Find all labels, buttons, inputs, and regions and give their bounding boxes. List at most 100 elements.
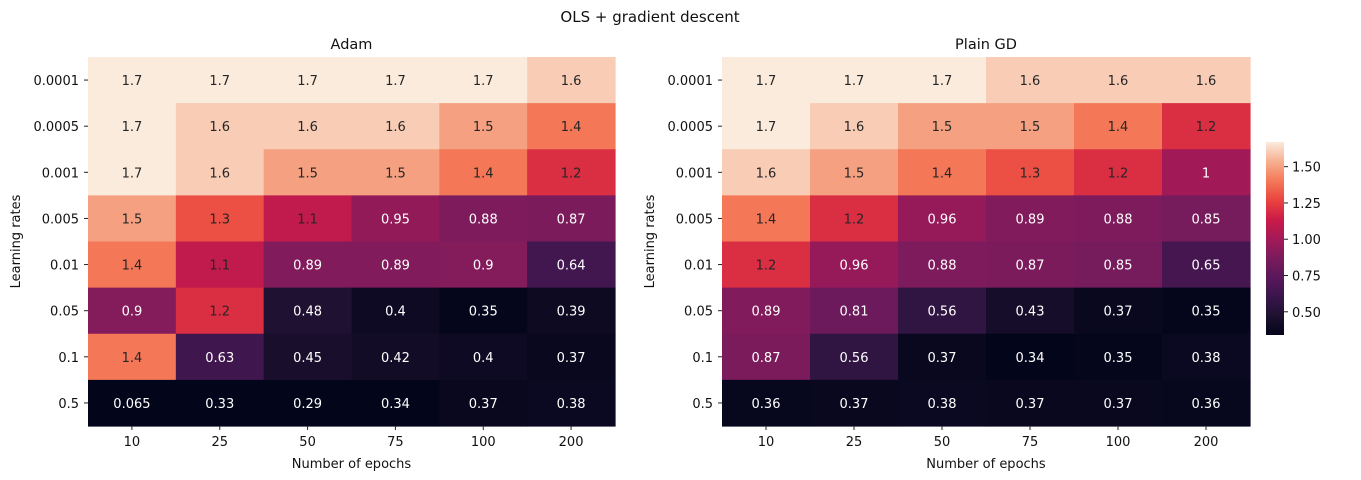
heatmap-cell bbox=[986, 149, 1075, 196]
cell-value-label: 0.85 bbox=[1192, 212, 1221, 227]
heatmap-cell bbox=[263, 241, 353, 289]
y-tick-label: 0.01 bbox=[684, 259, 713, 274]
heatmap-cell bbox=[1074, 333, 1163, 381]
heatmap-cell bbox=[1162, 149, 1251, 196]
heatmap-cell bbox=[527, 379, 616, 427]
cell-value-label: 1.7 bbox=[932, 74, 953, 89]
cell-value-label: 0.81 bbox=[840, 305, 869, 320]
cell-value-label: 0.96 bbox=[840, 259, 869, 274]
cell-value-label: 1.7 bbox=[756, 120, 777, 135]
cell-value-label: 0.89 bbox=[752, 305, 781, 320]
cell-value-label: 1.2 bbox=[1196, 120, 1217, 135]
cell-value-label: 0.065 bbox=[113, 397, 150, 412]
cell-value-label: 1.2 bbox=[209, 305, 230, 320]
y-tick-label: 0.001 bbox=[676, 166, 713, 181]
x-tick-label: 100 bbox=[1106, 435, 1131, 450]
cell-value-label: 1 bbox=[1202, 166, 1210, 181]
cell-value-label: 0.9 bbox=[122, 305, 143, 320]
cell-value-label: 1.4 bbox=[473, 166, 494, 181]
cell-value-label: 0.89 bbox=[381, 259, 410, 274]
cell-value-label: 1.2 bbox=[756, 259, 777, 274]
y-tick-label: 0.5 bbox=[58, 397, 79, 412]
heatmap-cell bbox=[986, 333, 1075, 381]
y-tick-label: 0.005 bbox=[42, 212, 79, 227]
cell-value-label: 1.6 bbox=[561, 74, 582, 89]
cell-value-label: 1.4 bbox=[122, 351, 143, 366]
y-tick-label: 0.1 bbox=[58, 351, 79, 366]
cell-value-label: 0.85 bbox=[1104, 259, 1133, 274]
x-tick-label: 200 bbox=[559, 435, 584, 450]
cell-value-label: 0.96 bbox=[928, 212, 957, 227]
y-axis-label: Learning rates bbox=[643, 194, 658, 288]
cell-value-label: 0.37 bbox=[840, 397, 869, 412]
heatmap-cell bbox=[175, 287, 265, 335]
heatmap-cell bbox=[263, 287, 353, 335]
cell-value-label: 0.35 bbox=[1104, 351, 1133, 366]
heatmap-cell bbox=[1074, 287, 1163, 335]
heatmap-cell bbox=[263, 103, 353, 150]
cell-value-label: 0.95 bbox=[381, 212, 410, 227]
heatmap-cell bbox=[722, 195, 811, 243]
figure-title: OLS + gradient descent bbox=[560, 8, 739, 26]
cell-value-label: 1.7 bbox=[385, 74, 406, 89]
y-tick-label: 0.0005 bbox=[668, 120, 714, 135]
heatmap-cell bbox=[527, 287, 616, 335]
heatmap-cell bbox=[1162, 57, 1251, 104]
heatmap-cell bbox=[1074, 149, 1163, 196]
cell-value-label: 0.88 bbox=[469, 212, 498, 227]
heatmap-cell bbox=[439, 379, 528, 427]
x-tick-label: 200 bbox=[1194, 435, 1219, 450]
heatmap-cell bbox=[1162, 379, 1251, 427]
heatmap-cell bbox=[527, 149, 616, 196]
heatmap-cell bbox=[810, 333, 899, 381]
cell-value-label: 1.7 bbox=[122, 120, 143, 135]
cell-value-label: 0.39 bbox=[557, 305, 586, 320]
heatmap-cell bbox=[351, 103, 440, 150]
cell-value-label: 1.5 bbox=[1020, 120, 1041, 135]
cell-value-label: 0.37 bbox=[928, 351, 957, 366]
heatmap-cell bbox=[898, 287, 987, 335]
cell-value-label: 0.33 bbox=[205, 397, 234, 412]
y-axis-label: Learning rates bbox=[9, 194, 24, 288]
cell-value-label: 0.37 bbox=[557, 351, 586, 366]
cell-value-label: 1.6 bbox=[756, 166, 777, 181]
colorbar-gradient bbox=[1266, 142, 1284, 335]
heatmap-cell bbox=[898, 103, 987, 150]
x-tick-label: 75 bbox=[1022, 435, 1039, 450]
heatmap-cell bbox=[1162, 333, 1251, 381]
heatmap-cell bbox=[175, 195, 265, 243]
heatmap-cell bbox=[263, 195, 353, 243]
heatmap-cell bbox=[986, 103, 1075, 150]
heatmap-cell bbox=[986, 195, 1075, 243]
cell-value-label: 0.37 bbox=[469, 397, 498, 412]
x-tick-label: 50 bbox=[934, 435, 951, 450]
heatmap-cell bbox=[175, 241, 265, 289]
cell-value-label: 1.7 bbox=[122, 74, 143, 89]
x-tick-label: 50 bbox=[299, 435, 316, 450]
heatmap-cell bbox=[810, 379, 899, 427]
heatmap-cell bbox=[527, 195, 616, 243]
heatmap-cell bbox=[986, 57, 1075, 104]
heatmap-cell bbox=[351, 287, 440, 335]
panel-title: Plain GD bbox=[955, 37, 1017, 53]
cell-value-label: 1.3 bbox=[209, 212, 230, 227]
heatmap-cell bbox=[722, 57, 811, 104]
heatmap-cell bbox=[351, 57, 440, 104]
cell-value-label: 0.35 bbox=[469, 305, 498, 320]
cell-value-label: 1.7 bbox=[209, 74, 230, 89]
heatmap-cell bbox=[1162, 103, 1251, 150]
cell-value-label: 0.64 bbox=[557, 259, 586, 274]
cell-value-label: 0.4 bbox=[473, 351, 494, 366]
colorbar-tick-label: 0.75 bbox=[1292, 270, 1321, 285]
cell-value-label: 1.5 bbox=[297, 166, 318, 181]
cell-value-label: 0.89 bbox=[1016, 212, 1045, 227]
heatmap-cell bbox=[527, 103, 616, 150]
cell-value-label: 0.43 bbox=[1016, 305, 1045, 320]
x-tick-label: 25 bbox=[211, 435, 228, 450]
y-tick-label: 0.001 bbox=[42, 166, 79, 181]
cell-value-label: 0.37 bbox=[1016, 397, 1045, 412]
x-tick-label: 25 bbox=[846, 435, 863, 450]
cell-value-label: 1.6 bbox=[1196, 74, 1217, 89]
heatmap-cell bbox=[986, 287, 1075, 335]
cell-value-label: 0.35 bbox=[1192, 305, 1221, 320]
